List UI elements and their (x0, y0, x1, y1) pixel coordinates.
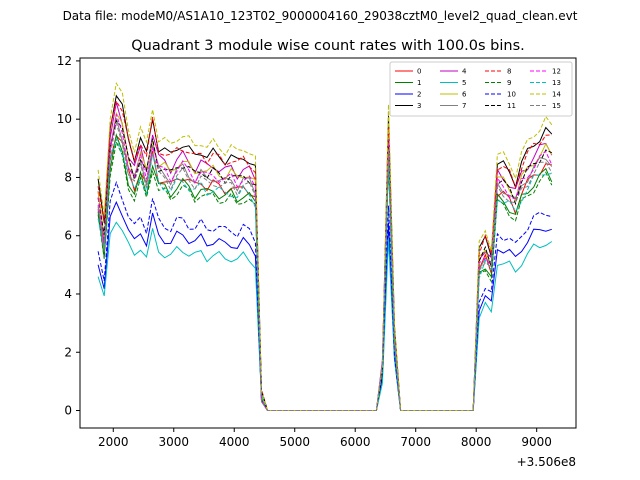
x-tick-label: 4000 (219, 435, 250, 449)
legend-label-7: 7 (462, 102, 466, 110)
legend-label-15: 15 (552, 102, 561, 110)
x-tick-label: 5000 (279, 435, 310, 449)
legend-label-12: 12 (552, 68, 561, 76)
chart-title: Quadrant 3 module wise count rates with … (131, 38, 525, 54)
legend-label-13: 13 (552, 79, 561, 87)
legend-label-2: 2 (417, 91, 421, 99)
x-tick-label: 8000 (461, 435, 492, 449)
legend-label-9: 9 (507, 79, 511, 87)
legend-label-0: 0 (417, 68, 421, 76)
figure-suptitle: Data file: modeM0/AS1A10_123T02_90000041… (63, 9, 578, 23)
plot-frame (79, 57, 577, 429)
series-line-10 (97, 180, 552, 411)
y-tick-label: 8 (64, 170, 72, 184)
series-layer (97, 81, 553, 411)
legend-label-14: 14 (552, 91, 561, 99)
legend-label-8: 8 (507, 68, 511, 76)
legend-label-10: 10 (507, 91, 516, 99)
x-axis: 2000 3000 4000 5000 6000 7000 8000 9000 (98, 428, 552, 449)
y-tick-label: 10 (57, 112, 72, 126)
y-tick-label: 6 (64, 229, 72, 243)
x-tick-label: 9000 (521, 435, 552, 449)
y-tick-label: 12 (57, 54, 72, 68)
x-tick-label: 2000 (98, 435, 129, 449)
legend-label-4: 4 (462, 68, 467, 76)
x-tick-label: 6000 (340, 435, 371, 449)
x-tick-label: 7000 (400, 435, 431, 449)
y-tick-label: 4 (64, 287, 72, 301)
series-line-15 (97, 122, 553, 411)
y-tick-label: 2 (64, 345, 72, 359)
legend-label-11: 11 (507, 102, 516, 110)
legend-label-3: 3 (417, 102, 421, 110)
legend-label-1: 1 (417, 79, 421, 87)
legend-label-5: 5 (462, 79, 466, 87)
y-tick-label: 0 (64, 404, 72, 418)
x-offset-label: +3.506e8 (517, 455, 576, 469)
x-tick-label: 3000 (158, 435, 189, 449)
series-line-14 (97, 81, 553, 411)
legend-label-6: 6 (462, 91, 467, 99)
y-axis: 0 2 4 6 8 10 12 (57, 54, 80, 418)
legend-frame (389, 61, 573, 117)
